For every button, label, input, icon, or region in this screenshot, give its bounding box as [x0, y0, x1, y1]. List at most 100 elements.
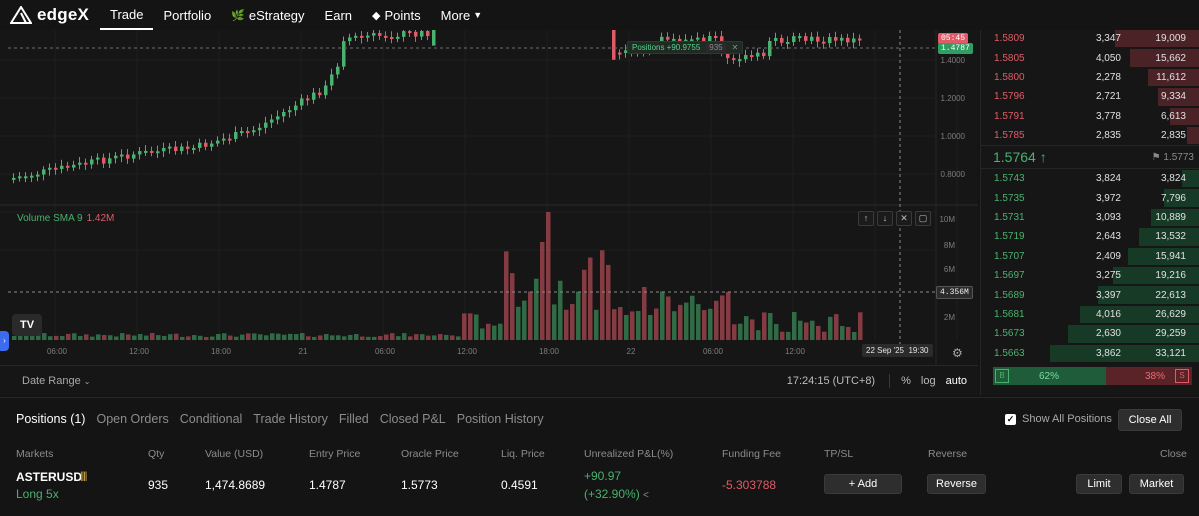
- book-price: 1.5689: [994, 289, 1025, 301]
- nav-points[interactable]: ◆ Points: [362, 0, 431, 30]
- bid-row[interactable]: 1.5731 3,093 10,889: [981, 208, 1199, 227]
- show-all-positions-checkbox[interactable]: ✓ Show All Positions: [1005, 413, 1112, 425]
- depth-bar: [1068, 325, 1199, 343]
- book-price: 1.5707: [994, 250, 1025, 262]
- book-price: 1.5785: [994, 130, 1025, 142]
- book-total: 11,612: [1156, 71, 1186, 83]
- tab-filled[interactable]: Filled: [338, 412, 369, 426]
- chevron-right-icon[interactable]: ›: [0, 331, 9, 351]
- add-tpsl-button[interactable]: + Add: [824, 474, 902, 494]
- volume-bar: [744, 316, 749, 340]
- arrow-down-icon[interactable]: ↓: [877, 211, 893, 226]
- utc-clock[interactable]: 17:24:15 (UTC+8): [786, 374, 876, 387]
- book-price: 1.5791: [994, 110, 1025, 122]
- nav-estrategy[interactable]: 🌿 eStrategy: [221, 0, 314, 30]
- time-axis-label: 22: [627, 347, 636, 356]
- tradingview-logo[interactable]: TV: [12, 314, 42, 336]
- bid-row[interactable]: 1.5719 2,643 13,532: [981, 227, 1199, 246]
- last-price[interactable]: 1.5764 ↑: [993, 149, 1047, 165]
- ask-row[interactable]: 1.5800 2,278 11,612: [981, 68, 1199, 87]
- candle: [666, 36, 670, 40]
- candle: [378, 33, 382, 36]
- book-total: 22,613: [1155, 289, 1186, 301]
- volume-bar: [426, 335, 431, 340]
- candle: [138, 151, 142, 155]
- candle: [816, 36, 820, 42]
- nav-portfolio[interactable]: Portfolio: [153, 0, 221, 30]
- candle: [702, 37, 706, 43]
- ask-row[interactable]: 1.5809 3,347 19,009: [981, 29, 1199, 48]
- volume-bar: [690, 295, 695, 340]
- countdown-tag: 05:45: [938, 33, 969, 44]
- volume-bar: [372, 336, 377, 340]
- brand-logo[interactable]: edgeX: [0, 5, 100, 25]
- price-chart[interactable]: 1.4000 1.2000 1.0000 0.8000 10M 8M 6M 2M 06:00 12…: [0, 30, 978, 365]
- volume-bar: [666, 296, 671, 340]
- volume-bar: [336, 335, 341, 340]
- bid-row[interactable]: 1.5689 3,397 22,613: [981, 285, 1199, 304]
- candle: [18, 176, 22, 179]
- nav-estrategy-label: eStrategy: [248, 7, 305, 23]
- nav-earn[interactable]: Earn: [315, 0, 362, 30]
- gear-icon[interactable]: ⚙: [952, 346, 963, 360]
- close-all-button[interactable]: Close All: [1118, 409, 1182, 431]
- candle: [300, 98, 304, 106]
- tab-trade-history[interactable]: Trade History: [253, 412, 328, 426]
- ask-row[interactable]: 1.5796 2,721 9,334: [981, 87, 1199, 106]
- col-close: Close: [1160, 448, 1187, 460]
- percent-scale-toggle[interactable]: %: [901, 374, 911, 387]
- log-scale-toggle[interactable]: log: [920, 374, 936, 387]
- tab-open-orders[interactable]: Open Orders: [96, 412, 169, 426]
- volume-axis-label: 10M: [939, 215, 955, 224]
- candle: [90, 159, 94, 165]
- bid-row[interactable]: 1.5697 3,275 19,216: [981, 266, 1199, 285]
- position-liq: 0.4591: [501, 478, 538, 492]
- diamond-icon: ◆: [372, 9, 381, 22]
- date-range-dropdown[interactable]: Date Range ⌄: [22, 375, 90, 387]
- time-axis-label: 12:00: [129, 347, 150, 356]
- candle: [144, 150, 148, 153]
- tab-positions[interactable]: Positions (1): [16, 412, 86, 426]
- nav-more[interactable]: More ▼: [431, 0, 493, 30]
- date-range-label: Date Range: [22, 374, 81, 387]
- bid-row[interactable]: 1.5743 3,824 3,824: [981, 169, 1199, 188]
- ask-row[interactable]: 1.5785 2,835 2,835: [981, 126, 1199, 145]
- share-icon[interactable]: <: [643, 490, 649, 501]
- time-axis-label: 12:00: [457, 347, 478, 356]
- chart-canvas[interactable]: 1.4000 1.2000 1.0000 0.8000 10M 8M 6M 2M 06:00 12…: [0, 30, 978, 365]
- ask-row[interactable]: 1.5791 3,778 6,613: [981, 107, 1199, 126]
- volume-bar: [396, 336, 401, 340]
- bid-row[interactable]: 1.5735 3,972 7,796: [981, 188, 1199, 207]
- candle: [792, 36, 796, 42]
- tab-conditional[interactable]: Conditional: [179, 412, 243, 426]
- bid-row[interactable]: 1.5681 4,016 26,629: [981, 305, 1199, 324]
- position-line-tag[interactable]: Positions +90.9755 935 ✕: [627, 41, 744, 54]
- close-icon[interactable]: ✕: [731, 43, 739, 52]
- bid-row[interactable]: 1.5707 2,409 15,941: [981, 247, 1199, 266]
- auto-scale-toggle[interactable]: auto: [945, 374, 967, 387]
- bid-row[interactable]: 1.5673 2,630 29,259: [981, 324, 1199, 343]
- book-total: 19,216: [1155, 270, 1186, 282]
- collapse-icon[interactable]: ✕: [896, 211, 912, 226]
- time-axis-label: 18:00: [539, 347, 560, 356]
- candle: [48, 167, 52, 170]
- candle: [324, 85, 328, 96]
- ask-row[interactable]: 1.5805 4,050 15,662: [981, 48, 1199, 67]
- candle: [168, 146, 172, 149]
- nav-trade[interactable]: Trade: [100, 0, 154, 30]
- volume-indicator-label[interactable]: Volume SMA 9 1.42M: [17, 213, 114, 224]
- arrow-up-icon[interactable]: ↑: [858, 211, 874, 226]
- maximize-icon[interactable]: ▢: [915, 211, 931, 226]
- candle: [216, 140, 220, 144]
- position-pnl-pct-value: (+32.90%): [584, 487, 640, 501]
- market-close-button[interactable]: Market: [1129, 474, 1184, 494]
- volume-bar: [72, 333, 77, 340]
- tab-position-history[interactable]: Position History: [456, 412, 544, 426]
- book-price: 1.5735: [994, 192, 1025, 204]
- limit-close-button[interactable]: Limit: [1076, 474, 1122, 494]
- candle: [780, 37, 784, 43]
- bid-row[interactable]: 1.5663 3,862 33,121: [981, 344, 1199, 363]
- tab-closed-pnl[interactable]: Closed P&L: [379, 412, 446, 426]
- reverse-button[interactable]: Reverse: [927, 474, 986, 494]
- position-market[interactable]: ASTERUSD: [16, 470, 83, 484]
